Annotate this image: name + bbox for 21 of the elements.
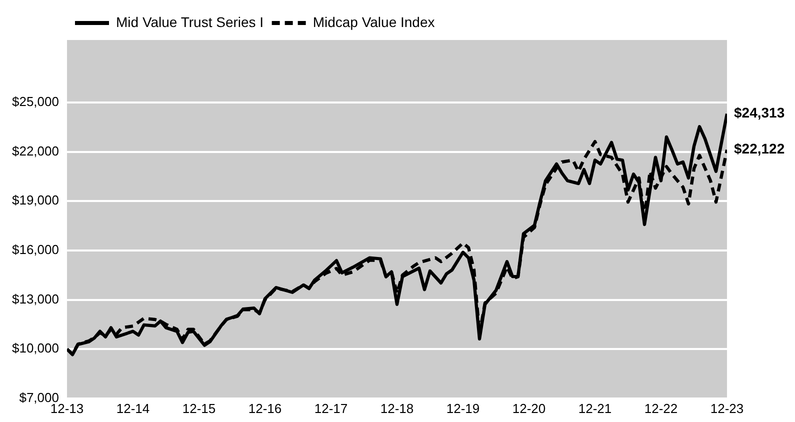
x-tick-label: 12-23: [710, 400, 744, 416]
legend-label: Mid Value Trust Series I: [116, 14, 264, 30]
y-tick-label: $13,000: [12, 291, 59, 306]
x-tick-label: 12-15: [182, 400, 216, 416]
x-tick-label: 12-19: [446, 400, 480, 416]
y-tick-label: $25,000: [12, 94, 59, 110]
x-tick-label: 12-18: [380, 400, 414, 416]
y-tick-label: $10,000: [12, 340, 59, 356]
x-tick-label: 12-22: [644, 400, 678, 416]
x-tick-label: 12-20: [512, 400, 546, 416]
data-label: $24,313: [734, 104, 785, 121]
x-tick-label: 12-21: [578, 400, 612, 416]
y-tick-label: $7,000: [19, 390, 59, 405]
x-tick-label: 12-14: [116, 400, 150, 416]
legend-label: Midcap Value Index: [312, 14, 435, 30]
data-label: $22,122: [734, 140, 785, 157]
y-tick-label: $19,000: [12, 192, 59, 208]
x-tick-label: 12-17: [314, 400, 348, 416]
y-tick-label: $16,000: [12, 242, 59, 258]
x-tick-label: 12-16: [248, 400, 282, 416]
y-tick-label: $22,000: [12, 143, 59, 158]
